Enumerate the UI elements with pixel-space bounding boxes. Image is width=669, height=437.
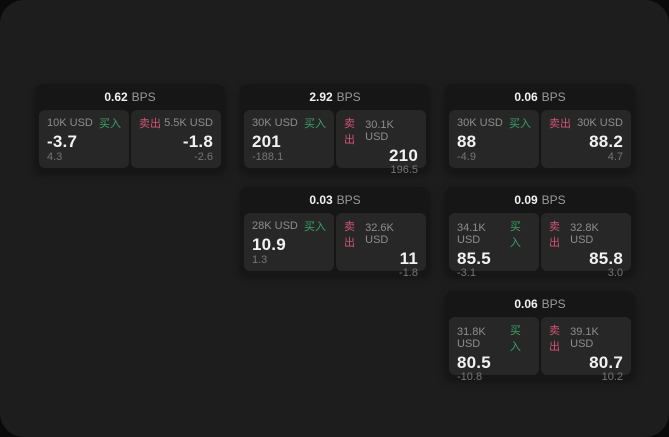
bps-header: 0.06 BPS bbox=[445, 84, 635, 110]
bps-value: 0.03 bbox=[309, 193, 333, 207]
buy-panel[interactable]: 34.1K USD 买入 85.5 -3.1 bbox=[449, 213, 539, 279]
sell-price: 210 bbox=[389, 146, 418, 165]
sell-price: 80.7 bbox=[589, 353, 623, 372]
buy-price: 10.9 bbox=[252, 234, 286, 254]
bps-unit-label: BPS bbox=[541, 297, 566, 311]
sell-price: 88.2 bbox=[589, 131, 623, 151]
buy-amount: 31.8K USD bbox=[457, 326, 486, 350]
bps-value: 2.92 bbox=[309, 90, 333, 104]
sell-amount: 39.1K USD bbox=[570, 326, 599, 350]
buy-delta: 1.3 bbox=[252, 254, 268, 266]
sell-delta: -1.8 bbox=[399, 267, 418, 279]
sell-label: 卖出 bbox=[344, 118, 355, 146]
sell-amount: 32.8K USD bbox=[570, 222, 599, 246]
buy-label: 买入 bbox=[304, 118, 326, 130]
sell-delta: 196.5 bbox=[390, 164, 418, 176]
quote-card: 0.03 BPS 28K USD 买入 10.9 1.3 卖出 32.6K US… bbox=[240, 187, 430, 279]
buy-delta: -4.9 bbox=[457, 151, 476, 163]
sell-panel[interactable]: 卖出 32.6K USD 11 -1.8 bbox=[336, 213, 426, 279]
bps-unit-label: BPS bbox=[541, 90, 566, 104]
buy-delta: -10.8 bbox=[457, 371, 483, 383]
sell-label: 卖出 bbox=[549, 221, 560, 249]
buy-delta: -3.1 bbox=[457, 267, 476, 279]
bps-value: 0.06 bbox=[514, 90, 538, 104]
sell-panel[interactable]: 卖出 30K USD 88.2 4.7 bbox=[541, 110, 631, 168]
buy-price: 201 bbox=[252, 131, 281, 151]
buy-amount: 28K USD bbox=[252, 220, 298, 232]
sell-delta: 10.2 bbox=[601, 371, 623, 383]
sell-label: 卖出 bbox=[139, 118, 161, 130]
sell-delta: 4.7 bbox=[607, 151, 623, 163]
buy-panel[interactable]: 30K USD 买入 88 -4.9 bbox=[449, 110, 539, 168]
bps-header: 0.09 BPS bbox=[445, 187, 635, 213]
buy-label: 买入 bbox=[509, 118, 531, 130]
sell-panel[interactable]: 卖出 39.1K USD 80.7 10.2 bbox=[541, 317, 631, 383]
quote-card: 0.09 BPS 34.1K USD 买入 85.5 -3.1 卖出 32.8K… bbox=[445, 187, 635, 279]
buy-amount: 34.1K USD bbox=[457, 222, 486, 246]
quote-card: 0.06 BPS 31.8K USD 买入 80.5 -10.8 卖出 39.1… bbox=[445, 291, 635, 383]
bps-header: 0.06 BPS bbox=[445, 291, 635, 317]
buy-price: -3.7 bbox=[47, 131, 78, 151]
buy-label: 买入 bbox=[509, 221, 521, 249]
bps-unit-label: BPS bbox=[336, 90, 361, 104]
bps-value: 0.06 bbox=[514, 297, 538, 311]
bps-unit-label: BPS bbox=[541, 193, 566, 207]
sell-label: 卖出 bbox=[549, 118, 571, 130]
sell-panel[interactable]: 卖出 5.5K USD -1.8 -2.6 bbox=[131, 110, 221, 168]
bps-unit-label: BPS bbox=[336, 193, 361, 207]
buy-label: 买入 bbox=[304, 221, 326, 233]
bps-value: 0.09 bbox=[514, 193, 538, 207]
sell-delta: -2.6 bbox=[194, 151, 213, 163]
sell-price: -1.8 bbox=[182, 131, 213, 151]
buy-label: 买入 bbox=[509, 325, 521, 353]
sell-amount: 5.5K USD bbox=[164, 117, 213, 129]
sell-price: 85.8 bbox=[589, 249, 623, 268]
buy-panel[interactable]: 10K USD 买入 -3.7 4.3 bbox=[39, 110, 129, 168]
buy-panel[interactable]: 28K USD 买入 10.9 1.3 bbox=[244, 213, 334, 271]
bps-unit-label: BPS bbox=[131, 90, 156, 104]
sell-price: 11 bbox=[399, 249, 418, 268]
buy-label: 买入 bbox=[99, 118, 121, 130]
sell-amount: 30K USD bbox=[577, 117, 623, 129]
quote-card: 0.62 BPS 10K USD 买入 -3.7 4.3 卖出 5.5K USD… bbox=[35, 84, 225, 172]
sell-label: 卖出 bbox=[344, 221, 355, 249]
buy-panel[interactable]: 30K USD 买入 201 -188.1 bbox=[244, 110, 334, 168]
buy-amount: 10K USD bbox=[47, 117, 93, 129]
bps-header: 2.92 BPS bbox=[240, 84, 430, 110]
quote-card: 0.06 BPS 30K USD 买入 88 -4.9 卖出 30K USD 8… bbox=[445, 84, 635, 172]
sell-delta: 3.0 bbox=[607, 267, 623, 279]
bps-header: 0.62 BPS bbox=[35, 84, 225, 110]
bps-header: 0.03 BPS bbox=[240, 187, 430, 213]
buy-delta: -188.1 bbox=[252, 151, 284, 163]
buy-panel[interactable]: 31.8K USD 买入 80.5 -10.8 bbox=[449, 317, 539, 383]
buy-price: 85.5 bbox=[457, 249, 491, 268]
sell-amount: 30.1K USD bbox=[365, 119, 394, 143]
buy-delta: 4.3 bbox=[47, 151, 63, 163]
buy-price: 88 bbox=[457, 131, 477, 151]
buy-amount: 30K USD bbox=[252, 117, 298, 129]
sell-panel[interactable]: 卖出 32.8K USD 85.8 3.0 bbox=[541, 213, 631, 279]
sell-panel[interactable]: 卖出 30.1K USD 210 196.5 bbox=[336, 110, 426, 176]
buy-amount: 30K USD bbox=[457, 117, 503, 129]
buy-price: 80.5 bbox=[457, 353, 491, 372]
bps-value: 0.62 bbox=[104, 90, 128, 104]
sell-amount: 32.6K USD bbox=[365, 222, 394, 246]
quote-card: 2.92 BPS 30K USD 买入 201 -188.1 卖出 30.1K … bbox=[240, 84, 430, 176]
sell-label: 卖出 bbox=[549, 325, 560, 353]
